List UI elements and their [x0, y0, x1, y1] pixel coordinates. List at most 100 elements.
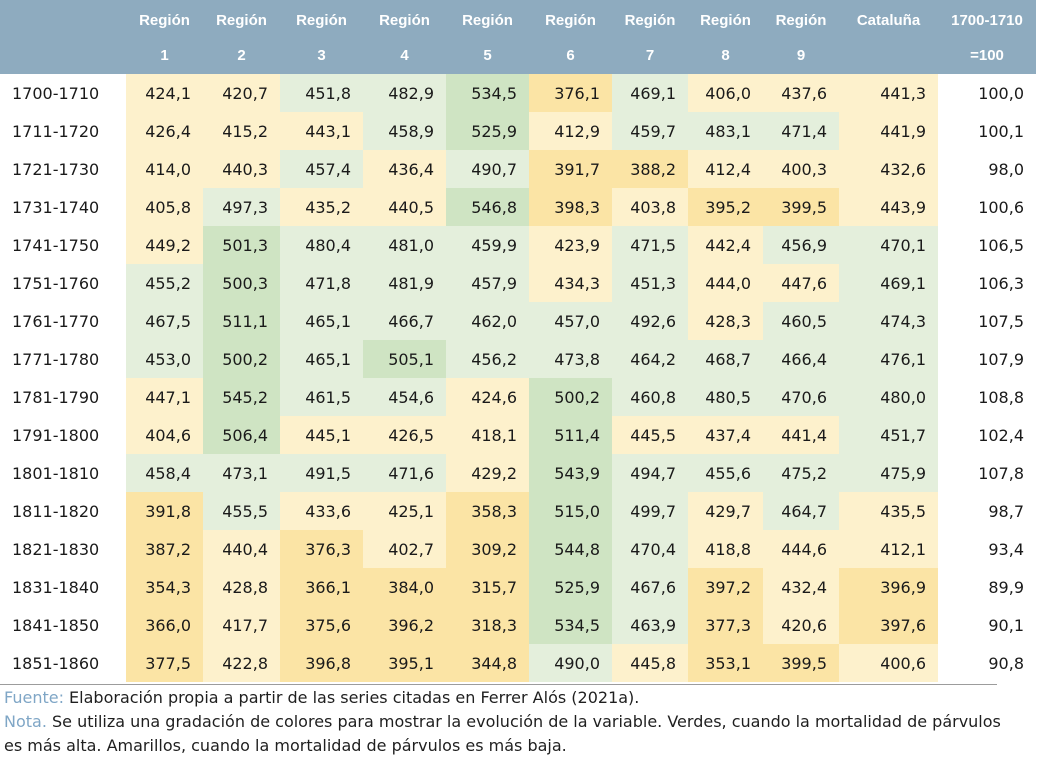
value-cell: 440,3 [203, 150, 280, 188]
value-cell: 456,2 [446, 340, 529, 378]
value-cell: 460,8 [612, 378, 688, 416]
value-cell: 426,5 [363, 416, 446, 454]
table-row: 1711-1720 426,4 415,2 443,1 458,9 525,9 412,9 4… [0, 112, 1036, 150]
value-cell: 469,1 [839, 264, 938, 302]
value-cell: 414,0 [126, 150, 203, 188]
value-cell: 396,8 [280, 644, 363, 682]
value-cell: 396,9 [839, 568, 938, 606]
value-cell: 441,3 [839, 74, 938, 112]
value-cell: 387,2 [126, 530, 203, 568]
value-cell: 422,8 [203, 644, 280, 682]
mortality-table: Región Región Región Región Región Región Regi… [0, 0, 1036, 682]
header-cell-4-bottom: 4 [363, 37, 446, 74]
header-cell-9-bottom: 9 [763, 37, 839, 74]
value-cell: 456,9 [763, 226, 839, 264]
value-cell: 454,6 [363, 378, 446, 416]
value-cell: 400,6 [839, 644, 938, 682]
value-cell: 440,4 [203, 530, 280, 568]
header-cell-8-top: Región [688, 0, 763, 37]
header-cell-8-bottom: 8 [688, 37, 763, 74]
period-cell: 1771-1780 [0, 340, 126, 378]
value-cell: 453,0 [126, 340, 203, 378]
value-cell: 466,4 [763, 340, 839, 378]
value-cell: 354,3 [126, 568, 203, 606]
note-text: Se utiliza una gradación de colores para… [4, 712, 1001, 755]
table-row: 1700-1710 424,1 420,7 451,8 482,9 534,5 376,1 4… [0, 74, 1036, 112]
value-cell: 404,6 [126, 416, 203, 454]
table-row: 1831-1840 354,3 428,8 366,1 384,0 315,7 525,9 4… [0, 568, 1036, 606]
table-row: 1781-1790 447,1 545,2 461,5 454,6 424,6 500,2 4… [0, 378, 1036, 416]
value-cell: 500,2 [203, 340, 280, 378]
table-row: 1801-1810 458,4 473,1 491,5 471,6 429,2 543,9 4… [0, 454, 1036, 492]
value-cell: 480,4 [280, 226, 363, 264]
value-cell: 444,6 [763, 530, 839, 568]
value-cell: 400,3 [763, 150, 839, 188]
value-cell: 412,1 [839, 530, 938, 568]
value-cell: 466,7 [363, 302, 446, 340]
index-cell: 89,9 [938, 568, 1036, 606]
value-cell: 475,9 [839, 454, 938, 492]
value-cell: 445,5 [612, 416, 688, 454]
header-cell-5-bottom: 5 [446, 37, 529, 74]
index-cell: 106,5 [938, 226, 1036, 264]
value-cell: 467,5 [126, 302, 203, 340]
value-cell: 424,1 [126, 74, 203, 112]
index-cell: 102,4 [938, 416, 1036, 454]
header-cell-4-top: Región [363, 0, 446, 37]
value-cell: 441,9 [839, 112, 938, 150]
value-cell: 437,6 [763, 74, 839, 112]
value-cell: 433,6 [280, 492, 363, 530]
period-cell: 1721-1730 [0, 150, 126, 188]
value-cell: 428,8 [203, 568, 280, 606]
header-cell-7-bottom: 7 [612, 37, 688, 74]
value-cell: 344,8 [446, 644, 529, 682]
value-cell: 464,7 [763, 492, 839, 530]
value-cell: 515,0 [529, 492, 612, 530]
period-cell: 1791-1800 [0, 416, 126, 454]
header-cell-1-bottom: 1 [126, 37, 203, 74]
value-cell: 525,9 [446, 112, 529, 150]
value-cell: 469,1 [612, 74, 688, 112]
value-cell: 483,1 [688, 112, 763, 150]
period-cell: 1761-1770 [0, 302, 126, 340]
header-cell-9-top: Región [763, 0, 839, 37]
value-cell: 376,3 [280, 530, 363, 568]
value-cell: 544,8 [529, 530, 612, 568]
period-cell: 1841-1850 [0, 606, 126, 644]
value-cell: 451,8 [280, 74, 363, 112]
index-cell: 98,0 [938, 150, 1036, 188]
value-cell: 461,5 [280, 378, 363, 416]
index-cell: 108,8 [938, 378, 1036, 416]
value-cell: 435,5 [839, 492, 938, 530]
header-cell-1-top: Región [126, 0, 203, 37]
value-cell: 501,3 [203, 226, 280, 264]
value-cell: 391,8 [126, 492, 203, 530]
period-cell: 1811-1820 [0, 492, 126, 530]
value-cell: 315,7 [446, 568, 529, 606]
value-cell: 423,9 [529, 226, 612, 264]
value-cell: 444,0 [688, 264, 763, 302]
value-cell: 474,3 [839, 302, 938, 340]
value-cell: 465,1 [280, 302, 363, 340]
header-cell-6-top: Región [529, 0, 612, 37]
value-cell: 534,5 [446, 74, 529, 112]
value-cell: 458,9 [363, 112, 446, 150]
value-cell: 420,7 [203, 74, 280, 112]
value-cell: 399,5 [763, 188, 839, 226]
value-cell: 534,5 [529, 606, 612, 644]
color-note: Nota. Se utiliza una gradación de colore… [4, 710, 1004, 758]
value-cell: 396,2 [363, 606, 446, 644]
value-cell: 473,8 [529, 340, 612, 378]
table-row: 1721-1730 414,0 440,3 457,4 436,4 490,7 391,7 3… [0, 150, 1036, 188]
value-cell: 402,7 [363, 530, 446, 568]
value-cell: 451,3 [612, 264, 688, 302]
value-cell: 377,5 [126, 644, 203, 682]
value-cell: 473,1 [203, 454, 280, 492]
header-cell-3-bottom: 3 [280, 37, 363, 74]
value-cell: 455,6 [688, 454, 763, 492]
table-row: 1851-1860 377,5 422,8 396,8 395,1 344,8 490,0 4… [0, 644, 1036, 682]
value-cell: 468,7 [688, 340, 763, 378]
value-cell: 429,7 [688, 492, 763, 530]
period-cell: 1781-1790 [0, 378, 126, 416]
value-cell: 471,4 [763, 112, 839, 150]
